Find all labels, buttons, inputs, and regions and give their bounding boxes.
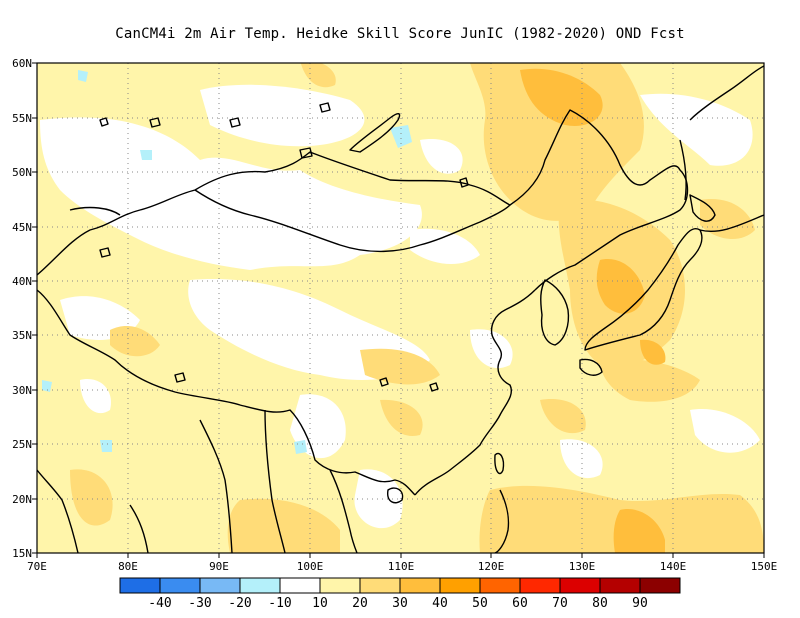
lat-label: 55N [12,112,32,125]
graticule [37,63,764,553]
colorbar-swatch [519,577,561,594]
lon-label: 130E [569,560,596,573]
lon-labels: 70E 80E 90E 100E 110E 120E 130E 140E 150… [27,560,777,573]
lat-label: 50N [12,166,32,179]
colorbar-label: 90 [632,596,648,611]
colorbar-label: -20 [228,596,251,611]
colorbar-label: -30 [188,596,211,611]
colorbar-swatch [359,577,401,594]
lon-label: 140E [660,560,687,573]
axis-ticks [32,62,765,558]
colorbar: -40 -30 -20 -10 10 20 30 40 50 60 70 80 90 [119,577,681,611]
colorbar-label: 60 [512,596,528,611]
lon-label: 100E [297,560,324,573]
colorbar-swatch [399,577,441,594]
colorbar-label: 40 [432,596,448,611]
coastlines-borders [37,65,764,553]
colorbar-swatch [319,577,361,594]
lon-label: 120E [478,560,505,573]
colorbar-swatch [199,577,241,594]
lat-label: 40N [12,275,32,288]
colorbar-label: -10 [268,596,291,611]
colorbar-swatch [639,577,681,594]
lon-label: 80E [118,560,138,573]
colorbar-swatch [559,577,601,594]
lon-label: 150E [751,560,778,573]
map-title: CanCM4i 2m Air Temp. Heidke Skill Score … [115,26,685,42]
colorbar-label: -40 [148,596,171,611]
colorbar-label: 70 [552,596,568,611]
lon-label: 70E [27,560,47,573]
colorbar-swatch [439,577,481,594]
lat-label: 30N [12,384,32,397]
lat-labels: 15N 20N 25N 30N 35N 40N 45N 50N 55N 60N [12,57,32,560]
lat-label: 60N [12,57,32,70]
colorbar-swatch [159,577,201,594]
lat-label: 25N [12,438,32,451]
colorbar-swatch [479,577,521,594]
colorbar-swatch [119,577,161,594]
lon-label: 110E [388,560,415,573]
lat-label: 15N [12,547,32,560]
colorbar-label: 80 [592,596,608,611]
colorbar-label: 50 [472,596,488,611]
lon-label: 90E [209,560,229,573]
colorbar-label: 20 [352,596,368,611]
colorbar-label: 30 [392,596,408,611]
lat-label: 45N [12,221,32,234]
field-white-regions [40,84,760,529]
colorbar-label: 10 [312,596,328,611]
lat-label: 35N [12,329,32,342]
lat-label: 20N [12,493,32,506]
colorbar-swatch [599,577,641,594]
colorbar-swatch [239,577,281,594]
colorbar-swatch [279,577,321,594]
